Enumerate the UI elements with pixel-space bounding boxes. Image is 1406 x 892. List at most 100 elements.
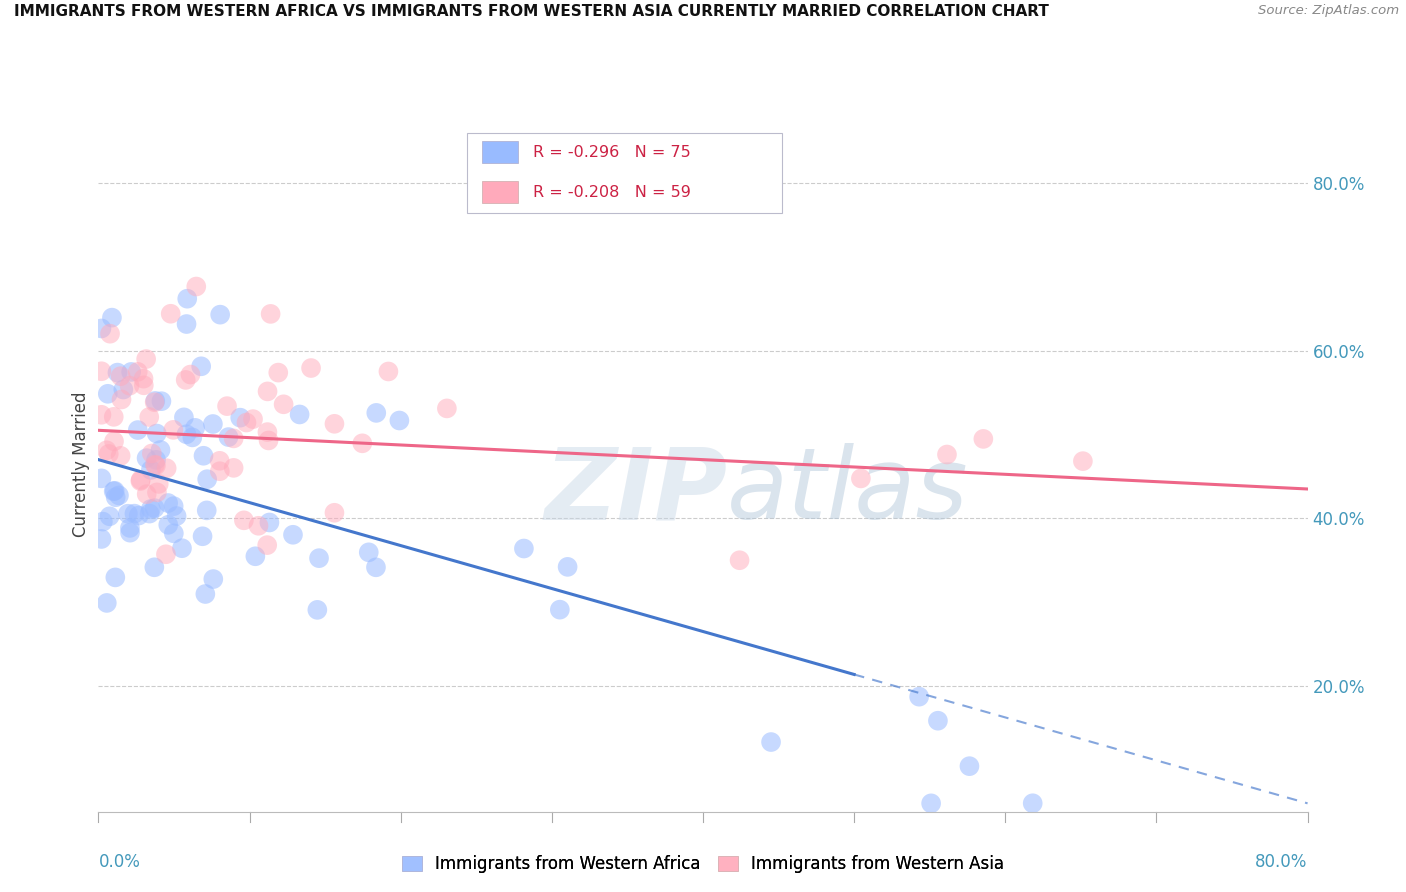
Point xyxy=(513,541,536,556)
Point xyxy=(959,759,981,773)
Point xyxy=(110,369,132,384)
Point xyxy=(259,516,281,530)
Point xyxy=(1022,797,1045,811)
Bar xyxy=(482,141,517,163)
Point xyxy=(103,484,125,499)
Point xyxy=(548,602,571,616)
Point xyxy=(759,735,782,749)
Point xyxy=(143,560,166,574)
Point xyxy=(143,393,166,408)
Point xyxy=(232,513,254,527)
Point xyxy=(208,464,231,478)
Point xyxy=(135,487,157,501)
Point xyxy=(104,490,127,504)
Point xyxy=(388,413,411,427)
Point xyxy=(308,551,330,566)
Point xyxy=(195,503,218,517)
Point xyxy=(139,502,162,516)
Point xyxy=(148,477,170,491)
Point xyxy=(936,448,959,462)
Point xyxy=(157,496,180,510)
Text: 80.0%: 80.0% xyxy=(1256,854,1308,871)
Point xyxy=(159,307,181,321)
Text: R = -0.296   N = 75: R = -0.296 N = 75 xyxy=(533,145,690,160)
Point xyxy=(215,399,238,413)
Point xyxy=(129,473,152,487)
Point xyxy=(90,532,112,546)
Point xyxy=(173,410,195,425)
Point xyxy=(128,508,150,523)
Point xyxy=(141,446,163,460)
Text: atlas: atlas xyxy=(727,443,969,541)
Point xyxy=(184,421,207,435)
Point xyxy=(163,499,186,513)
Point xyxy=(352,436,374,450)
Point xyxy=(176,292,198,306)
Point xyxy=(107,366,129,380)
Point xyxy=(138,507,160,521)
Y-axis label: Currently Married: Currently Married xyxy=(72,391,90,537)
Point xyxy=(728,553,751,567)
Point xyxy=(118,378,141,392)
Point xyxy=(245,549,267,564)
Point xyxy=(118,525,141,540)
Point xyxy=(920,797,942,811)
Point xyxy=(323,417,346,431)
Point xyxy=(299,361,322,376)
Point xyxy=(110,449,132,463)
Point xyxy=(1071,454,1094,468)
Point xyxy=(191,529,214,543)
Point xyxy=(288,408,311,422)
Point xyxy=(103,409,125,424)
Point xyxy=(201,417,224,431)
Point xyxy=(98,509,121,524)
Point xyxy=(127,365,149,379)
Point xyxy=(155,547,177,561)
Point xyxy=(194,587,217,601)
Point xyxy=(257,434,280,448)
Point xyxy=(557,560,579,574)
Point xyxy=(273,397,295,411)
Point xyxy=(174,373,197,387)
Point xyxy=(110,392,132,407)
Point xyxy=(193,449,215,463)
Point xyxy=(366,406,388,420)
Point xyxy=(90,364,112,378)
Point xyxy=(972,432,994,446)
Point xyxy=(436,401,458,416)
Text: IMMIGRANTS FROM WESTERN AFRICA VS IMMIGRANTS FROM WESTERN ASIA CURRENTLY MARRIED: IMMIGRANTS FROM WESTERN AFRICA VS IMMIGR… xyxy=(14,4,1049,20)
Point xyxy=(364,560,387,574)
Point xyxy=(129,474,152,488)
Point xyxy=(143,501,166,516)
Point xyxy=(190,359,212,374)
Point xyxy=(208,454,231,468)
Point xyxy=(90,321,112,335)
Point xyxy=(202,572,225,586)
Point xyxy=(143,458,166,472)
Point xyxy=(222,431,245,445)
Point xyxy=(120,365,142,379)
Point xyxy=(256,425,278,439)
Point xyxy=(256,384,278,399)
Point xyxy=(186,279,208,293)
Point xyxy=(323,506,346,520)
Point xyxy=(139,463,162,477)
Point xyxy=(281,528,304,542)
Point xyxy=(145,426,167,441)
Point xyxy=(181,430,204,444)
Point xyxy=(150,394,173,409)
Bar xyxy=(482,181,517,203)
Point xyxy=(247,518,270,533)
Point xyxy=(97,386,120,401)
Point xyxy=(96,596,118,610)
Point xyxy=(222,461,245,475)
Point xyxy=(132,378,155,392)
Point xyxy=(96,443,118,458)
Point xyxy=(256,538,278,552)
Point xyxy=(90,471,112,485)
Point xyxy=(163,526,186,541)
Point xyxy=(908,690,931,704)
Point xyxy=(103,434,125,449)
Point xyxy=(209,308,232,322)
Point xyxy=(357,545,380,559)
